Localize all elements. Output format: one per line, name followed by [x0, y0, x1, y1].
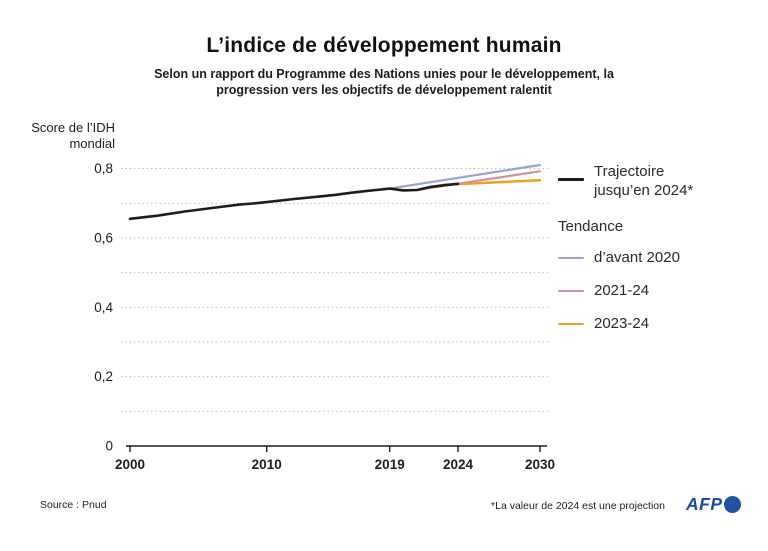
- afp-logo: AFP: [686, 494, 741, 515]
- afp-globe-icon: [723, 496, 741, 513]
- chart-title: L’indice de développement humain: [206, 34, 562, 57]
- x-tick-label: 2000: [115, 457, 145, 472]
- legend-label-trend-2023-24: 2023-24: [594, 314, 650, 332]
- x-tick-label: 2030: [525, 457, 555, 472]
- trend-pre2020-line-swatch: [558, 256, 584, 260]
- projection-footnote: *La valeur de 2024 est une projection: [491, 500, 665, 512]
- y-tick-label: 0,4: [94, 300, 113, 315]
- trend-2021-24-line-swatch: [558, 289, 584, 293]
- y-tick-label: 0,2: [94, 369, 113, 384]
- source-credit: Source : Pnud: [40, 499, 107, 511]
- trajectory-line-swatch: [558, 178, 584, 181]
- afp-logo-text: AFP: [686, 494, 723, 514]
- x-tick-label: 2024: [443, 457, 474, 472]
- legend-item-trajectory: Trajectoire jusqu’en 2024*: [558, 163, 718, 201]
- series-line-1: [388, 163, 542, 190]
- legend: Trajectoire jusqu’en 2024* Tendance d’av…: [558, 163, 718, 333]
- series-line-0: [128, 182, 460, 221]
- y-axis-label: Score de l’IDH mondial: [31, 120, 115, 152]
- x-tick-label: 2010: [252, 457, 282, 472]
- y-tick-label: 0,8: [94, 161, 113, 176]
- legend-group-title: Tendance: [558, 217, 624, 235]
- legend-item-trend-2023-24: 2023-24: [558, 315, 718, 334]
- y-tick-label: 0: [105, 439, 113, 454]
- legend-item-trend-pre2020: d’avant 2020: [558, 249, 718, 268]
- y-tick-label: 0,6: [94, 230, 113, 245]
- trend-2023-24-line-swatch: [558, 322, 584, 326]
- legend-label-trend-2021-24: 2021-24: [594, 281, 650, 299]
- legend-label-trend-pre2020: d’avant 2020: [594, 248, 680, 266]
- x-tick-label: 2019: [375, 457, 405, 472]
- legend-label-trajectory: Trajectoire jusqu’en 2024*: [594, 163, 694, 199]
- legend-item-trend-2021-24: 2021-24: [558, 282, 718, 301]
- chart-subtitle: Selon un rapport du Programme des Nation…: [154, 67, 614, 98]
